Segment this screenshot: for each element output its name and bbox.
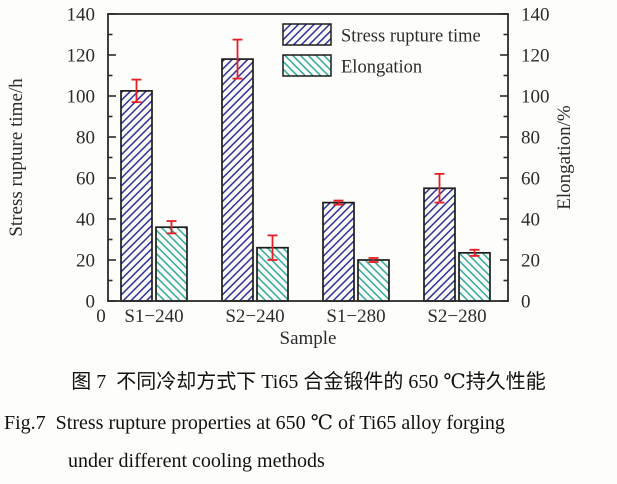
category-label-2: S2−240 (225, 306, 284, 327)
left-axis-tick-label: 40 (76, 210, 95, 231)
legend-swatch (282, 54, 332, 77)
error-bar (469, 248, 480, 257)
left-axis-tick-label: 80 (76, 128, 95, 149)
x-axis-title: Sample (280, 328, 337, 349)
bar-stress-3 (322, 201, 355, 302)
right-axis-tick-label: 100 (521, 87, 550, 108)
left-axis-tick-label: 100 (67, 87, 96, 108)
category-label-3: S1−280 (326, 306, 385, 327)
bar-elongation-3 (357, 259, 390, 302)
right-axis-tick-label: 40 (521, 210, 540, 231)
bar-elongation-1 (155, 226, 188, 302)
caption-chinese: 图 7 不同冷却方式下 Ti65 合金锻件的 650 ℃持久性能 (71, 371, 546, 393)
left-axis-tick-label: 140 (67, 5, 96, 26)
bar-stress-1 (120, 90, 153, 302)
error-bar (434, 172, 445, 204)
right-axis-title: Elongation/% (554, 105, 575, 210)
x-axis-origin-label: 0 (96, 306, 106, 327)
error-bar (267, 234, 278, 261)
error-bar (333, 199, 344, 206)
right-axis-tick-label: 140 (521, 5, 550, 26)
error-bar (232, 38, 243, 80)
right-axis-tick-label: 120 (521, 46, 550, 67)
figure-caption: 图 7 不同冷却方式下 Ti65 合金锻件的 650 ℃持久性能 Fig.7 S… (0, 365, 617, 473)
legend-swatch (282, 23, 332, 46)
legend-item-1: Stress rupture time (282, 23, 481, 46)
error-bar (166, 220, 177, 235)
legend-label: Stress rupture time (341, 26, 481, 46)
bar-stress-2 (221, 58, 254, 302)
left-axis-tick-label: 120 (67, 46, 96, 67)
figure: 0 0 20 20 40 40 60 60 80 80 100 100 120 120 140 140 0 S1−… (0, 5, 617, 473)
category-label-4: S2−280 (427, 306, 486, 327)
error-bar (368, 257, 379, 263)
right-axis-tick-label: 60 (521, 169, 540, 190)
left-axis-tick-label: 0 (86, 292, 96, 313)
left-axis-tick-label: 20 (76, 251, 95, 272)
right-axis-tick-label: 0 (521, 292, 531, 313)
caption-english-line2: under different cooling methods (68, 450, 325, 472)
left-axis-tick-label: 60 (76, 169, 95, 190)
left-axis-title: Stress rupture time/h (6, 78, 27, 237)
bar-stress-4 (423, 187, 456, 302)
bar-elongation-4 (458, 251, 491, 302)
legend-label: Elongation (341, 57, 422, 77)
right-axis-tick-label: 20 (521, 251, 540, 272)
error-bar (131, 78, 142, 104)
legend-item-2: Elongation (282, 54, 422, 77)
caption-english-line1: Fig.7 Stress rupture properties at 650 ℃… (4, 412, 505, 434)
category-label-1: S1−240 (124, 306, 183, 327)
right-axis-tick-label: 80 (521, 128, 540, 149)
